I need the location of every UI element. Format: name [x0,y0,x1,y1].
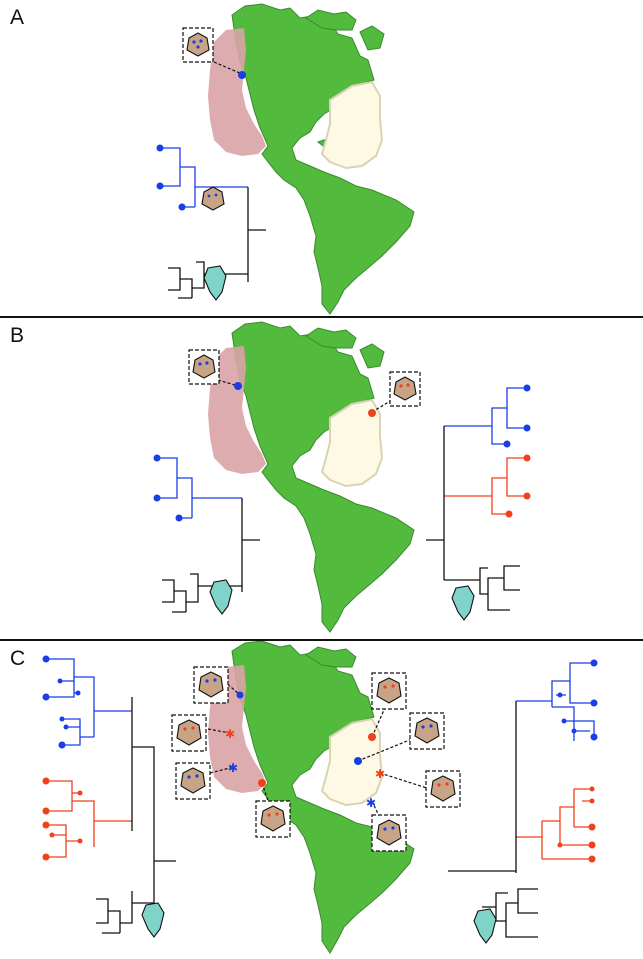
panel-label-a: A [10,6,25,29]
collection-star-icon: ✱ [225,727,235,741]
dinoflagellate-icon [473,908,497,944]
phylogeny-tree-c-right [448,659,598,938]
coral-polyp-icon [409,712,445,750]
collection-site-pacific [213,61,246,79]
panel-divider [0,316,643,318]
dinoflagellate-icon [141,902,165,938]
americas-map [208,3,415,315]
phylogeny-tree-b-left [153,454,260,613]
coral-polyp-icon [188,349,220,385]
panel-a: A [0,0,643,316]
dinoflagellate-icon [451,585,475,621]
phylogeny-tree-b-right [426,384,531,611]
dinoflagellate-icon [209,579,233,615]
coral-polyp-icon [389,371,421,407]
coral-polyp-icon [201,186,225,211]
panel-label-c: C [10,647,26,670]
coral-polyp-icon [171,714,207,752]
coral-polyp-icon [371,672,407,710]
collection-star-icon: ✱ [375,767,385,781]
collection-star-icon: ✱ [228,761,238,775]
coral-polyp-icon [255,800,291,838]
americas-map [208,641,415,954]
coral-polyp-icon [193,666,229,704]
phylogeny-tree-a [156,144,266,299]
panel-label-b: B [10,324,25,347]
coral-polyp-icon [175,762,211,800]
panel-c-figure: ✱ ✱ ✱ ✱ [42,641,598,954]
collection-star-icon: ✱ [366,796,376,810]
americas-map [208,321,415,633]
phylogeny-tree-c-left [42,655,176,934]
panel-b-figure [153,321,531,633]
panel-divider [0,639,643,641]
coral-polyp-icon [425,770,461,808]
coral-polyp-icon [182,27,214,63]
panel-c: C ✱ ✱ ✱ ✱ [0,641,643,959]
dinoflagellate-icon [203,265,227,301]
coral-polyp-icon [371,814,407,852]
panel-a-figure [156,3,415,315]
panel-b: B [0,318,643,639]
